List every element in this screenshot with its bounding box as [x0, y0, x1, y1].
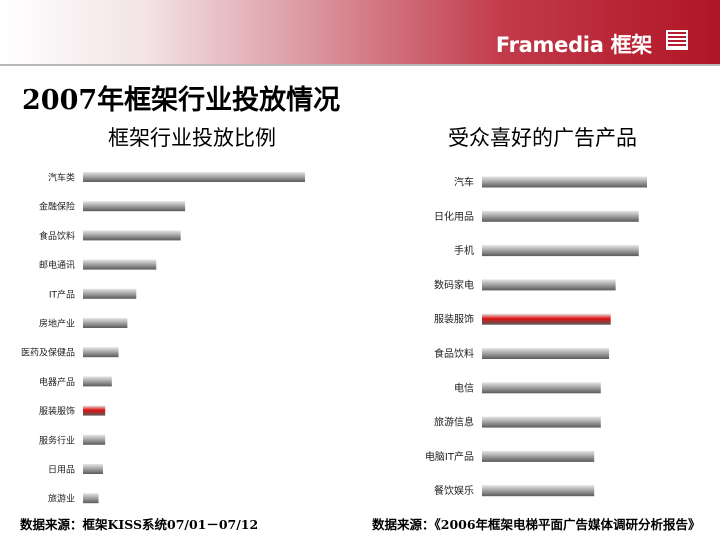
right-bar — [482, 210, 639, 222]
left-category-label: 旅游业 — [48, 493, 75, 505]
left-bar — [83, 318, 128, 328]
right-bar — [482, 245, 639, 257]
left-bar — [83, 288, 137, 299]
left-category-label: 日用品 — [48, 465, 75, 476]
left-bar — [83, 347, 119, 358]
left-bar — [83, 493, 99, 504]
left-bar — [83, 376, 112, 387]
left-data-source: 数据来源：框架KISS系统07/01－07/12 — [20, 517, 259, 532]
right-chart-title: 受众喜好的广告产品 — [448, 126, 637, 150]
left-bar — [83, 434, 106, 445]
right-category-label: 餐饮娱乐 — [434, 484, 474, 497]
left-bar — [83, 405, 106, 416]
right-category-label: 旅游信息 — [434, 416, 474, 429]
right-bar — [482, 279, 616, 291]
left-chart-title: 框架行业投放比例 — [108, 126, 276, 150]
right-category-label: 数码家电 — [434, 278, 474, 291]
left-bar — [83, 201, 186, 212]
left-category-label: 汽车类 — [48, 172, 75, 184]
left-category-label: 医药及保健品 — [21, 347, 75, 359]
right-category-label: 电脑IT产品 — [425, 450, 474, 463]
brand-emblem-icon — [666, 30, 688, 50]
left-bar — [83, 230, 181, 241]
right-bar — [482, 416, 601, 428]
header-banner — [0, 0, 720, 64]
right-bar — [482, 450, 595, 462]
right-bar — [482, 382, 601, 394]
right-category-label: 手机 — [454, 244, 474, 257]
right-bar — [482, 348, 610, 359]
left-category-label: 电器产品 — [39, 376, 75, 388]
left-bar — [83, 259, 157, 270]
right-category-label: 日化用品 — [434, 210, 474, 223]
left-category-label: 食品饮料 — [39, 230, 75, 242]
brand-logo-text: Framedia 框架 — [495, 33, 652, 57]
page-title: 2007年框架行业投放情况 — [22, 85, 341, 116]
right-category-label: 食品饮料 — [434, 347, 474, 360]
left-category-label: 服装服饰 — [39, 405, 75, 417]
left-bar — [83, 172, 305, 182]
left-category-label: 服务行业 — [39, 434, 75, 446]
right-category-label: 汽车 — [454, 176, 474, 189]
right-category-label: 电信 — [454, 381, 474, 394]
right-data-source: 数据来源：《2006年框架电梯平面广告媒体调研分析报告》 — [372, 517, 701, 532]
left-category-label: 金融保险 — [39, 201, 75, 213]
right-category-label: 服装服饰 — [434, 313, 474, 326]
right-bar — [482, 485, 595, 497]
right-bar — [482, 313, 611, 325]
right-bar — [482, 176, 647, 188]
left-bar — [83, 464, 103, 474]
header-divider — [0, 64, 720, 66]
left-category-label: IT产品 — [49, 288, 75, 300]
left-category-label: 房地产业 — [39, 318, 75, 330]
left-category-label: 邮电通讯 — [39, 259, 75, 271]
